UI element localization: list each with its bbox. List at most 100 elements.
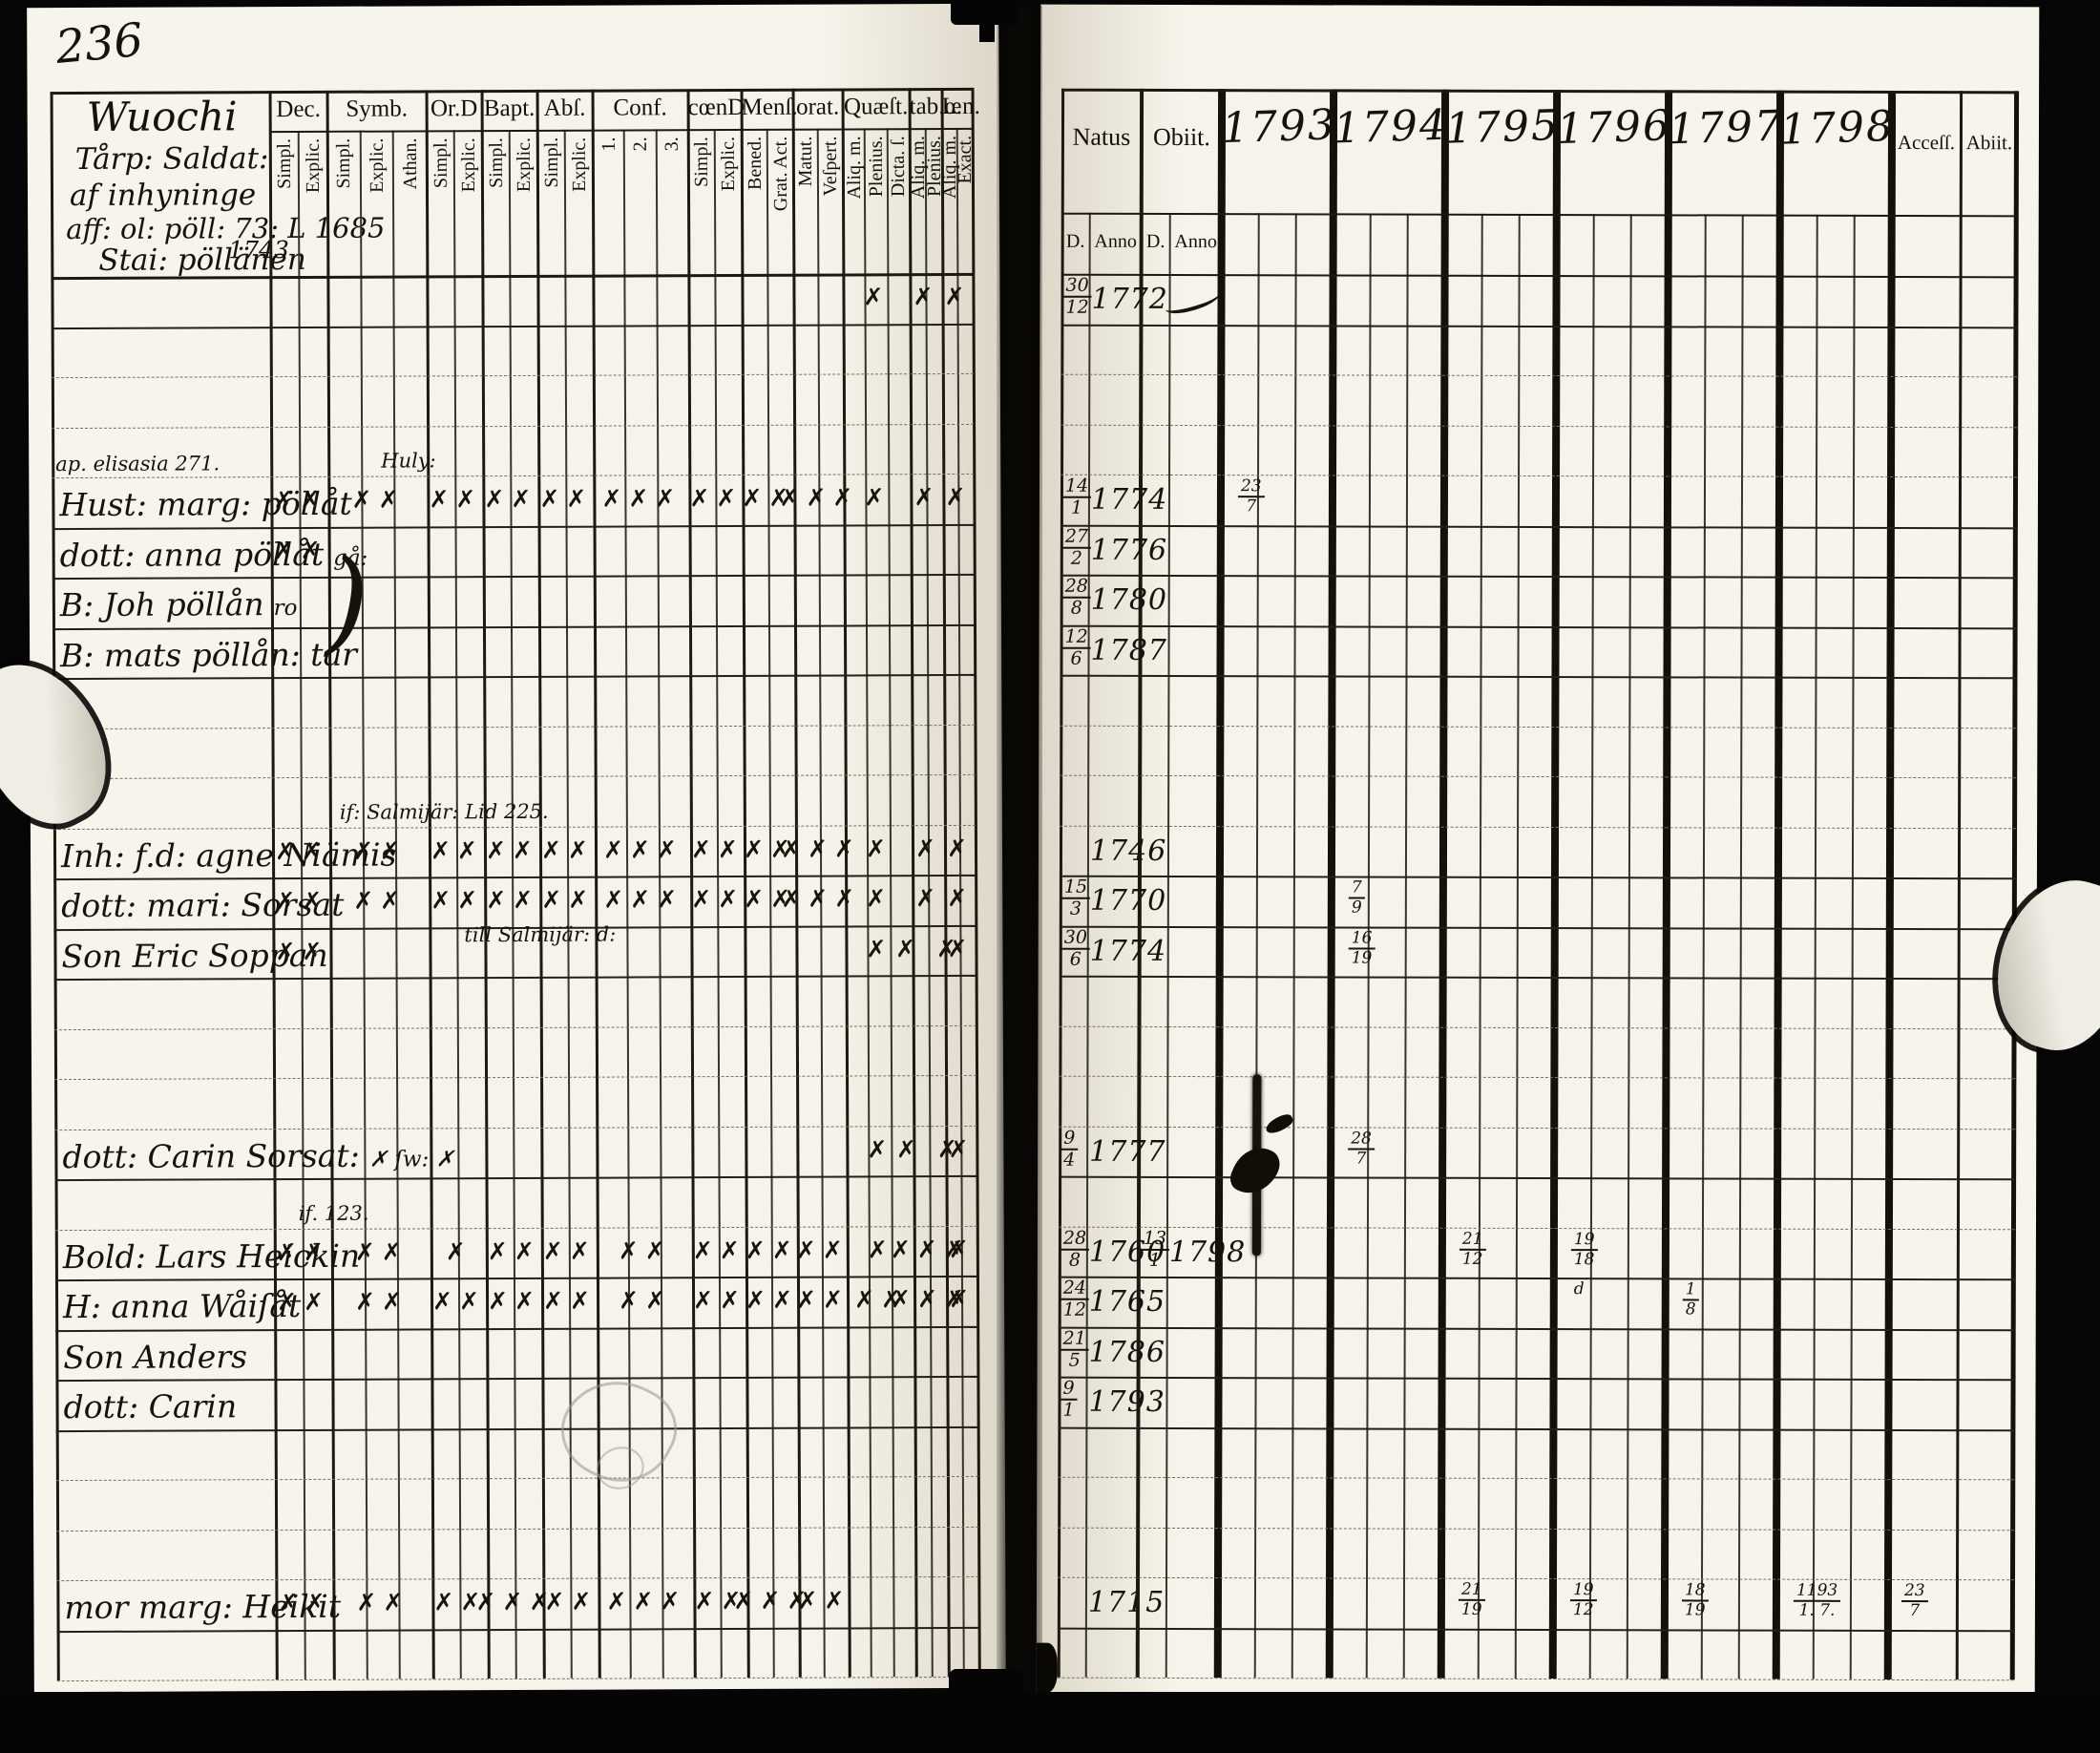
- natus-header: Natus: [1072, 122, 1131, 151]
- column-sub-label: Aliq. m.: [843, 136, 866, 269]
- binding-clamp-top: [979, 0, 995, 42]
- obiit-header: Obiit.: [1152, 122, 1210, 152]
- gutter-shadow: [997, 6, 1042, 1694]
- fraction-numerator: 27: [1061, 525, 1092, 549]
- attendance-marks: ✗✗: [352, 836, 408, 865]
- column-sub-label-text: Plenius.: [865, 136, 888, 198]
- attendance-marks: ✗: [914, 834, 943, 862]
- birth-date-day: 12 6: [1061, 625, 1091, 669]
- fraction-denominator: 3: [1069, 898, 1082, 920]
- column-sub-label: 1.: [593, 137, 625, 270]
- attendance-marks: ✗✗: [355, 1287, 410, 1316]
- attendance-marks: ✗✗: [275, 937, 329, 965]
- name-annotation: if. 123.: [298, 1201, 369, 1225]
- rule-line: [1060, 624, 2017, 629]
- rule-line: [55, 1475, 978, 1482]
- person-name-suffix: ro: [273, 595, 298, 622]
- scan-edge-bottom: [0, 1692, 2100, 1753]
- birth-date-year: 1746: [1089, 834, 1167, 868]
- column-sub-label-text: Explic.: [366, 137, 388, 193]
- attendance-marks: ✗✗: [353, 886, 408, 915]
- fraction-numerator: 30: [1062, 275, 1092, 299]
- year-mark: 18 19: [1681, 1580, 1709, 1620]
- fraction-denominator: 7: [1246, 496, 1257, 517]
- grid-vline: [1737, 214, 1744, 1679]
- attendance-marks: ✗✗: [618, 1236, 672, 1265]
- rule-line: [53, 974, 976, 982]
- attendance-marks: ✗✗: [488, 1286, 542, 1316]
- fraction-numerator: 19: [1570, 1230, 1598, 1251]
- fraction-denominator: 8: [1685, 1299, 1696, 1320]
- attendance-marks: ✗✗: [486, 885, 540, 915]
- column-sub-label: Explic.: [360, 138, 393, 272]
- attendance-marks: ✗✗: [429, 485, 483, 514]
- rule-line: [52, 773, 976, 780]
- fraction-numerator: 7: [1348, 877, 1365, 899]
- attendance-marks: ✗✗: [354, 1236, 409, 1266]
- left-page: 236 Wuochi Tårp: Saldat: af inhyninge af…: [27, 3, 1006, 1693]
- grid-vline: [1548, 90, 1562, 1679]
- year-mark: 21 19: [1458, 1580, 1485, 1619]
- attendance-marks: ✗: [946, 834, 975, 862]
- rule-line: [54, 1125, 977, 1130]
- rule-line: [1058, 1226, 2015, 1230]
- abiit-header: Abiit.: [1965, 131, 2013, 155]
- fraction-denominator: 4: [1063, 1149, 1076, 1171]
- grid-vline: [1477, 213, 1483, 1679]
- column-sub-label-text: Explic.: [513, 137, 535, 193]
- column-sub-label-text: Explic.: [717, 136, 740, 192]
- column-sub-label: 3.: [656, 137, 688, 270]
- column-sub-label: Plenius.: [865, 136, 888, 269]
- rule-line: [1058, 1527, 2015, 1531]
- fraction-denominator: 12: [1062, 1299, 1086, 1321]
- attendance-marks: ✗✗: [693, 1285, 747, 1315]
- grid-vline: [1437, 89, 1450, 1679]
- attendance-marks: ✗✗: [276, 1237, 330, 1266]
- attendance-marks: ✗✗✗: [603, 834, 683, 864]
- rule-line: [55, 1375, 978, 1383]
- attendance-marks: ✗: [866, 934, 893, 962]
- fraction-numerator: 21: [1459, 1229, 1486, 1251]
- fraction-denominator: 2: [1070, 547, 1082, 569]
- column-sub-label-text: Simpl.: [333, 137, 355, 189]
- rule-line: [269, 127, 973, 134]
- grid-vline: [740, 88, 750, 1678]
- death-date-day: 13 1: [1140, 1227, 1170, 1271]
- attendance-marks: ✗✗✗: [781, 884, 862, 913]
- column-sub-label: Simpl.: [427, 137, 455, 271]
- death-date-year: 1798: [1168, 1235, 1247, 1269]
- name-annotation: if: Salmijär: Lid 225.: [339, 799, 549, 824]
- attendance-marks: ✗: [867, 1134, 894, 1163]
- rule-line: [1058, 1476, 2015, 1481]
- fraction-denominator: 1: [1148, 1249, 1162, 1271]
- rule-line: [1061, 88, 2019, 95]
- attendance-marks: ✗✗: [540, 835, 596, 864]
- fraction-denominator: 7: [1909, 1601, 1921, 1621]
- rule-line: [52, 523, 975, 530]
- attendance-marks: ✗: [947, 934, 975, 962]
- attendance-marks: ✗✗: [745, 1236, 799, 1264]
- grid-vline: [841, 88, 851, 1678]
- rule-line: [54, 1275, 977, 1282]
- year-mark: 21 12: [1459, 1229, 1486, 1269]
- attendance-marks: ✗: [913, 283, 940, 311]
- name-annotation: Huly:: [381, 449, 436, 473]
- rule-line: [51, 272, 974, 281]
- fraction-numerator: 21: [1060, 1327, 1089, 1351]
- fraction-numerator: 16: [1348, 928, 1376, 950]
- rule-line: [52, 824, 976, 830]
- column-sub-label-text: Explic.: [302, 137, 325, 194]
- right-ledger-table: Natus Obiit. 1793 1794 1795 1796 1797 1798 Acceſ…: [1057, 88, 2019, 1681]
- attendance-marks: ✗✗: [430, 886, 485, 915]
- attendance-marks: ✗✗: [277, 1287, 331, 1317]
- attendance-marks: ✗✗: [690, 834, 746, 863]
- column-sub-label: Explic.: [510, 137, 538, 271]
- rule-line: [54, 1074, 977, 1081]
- rule-line: [56, 1526, 979, 1531]
- fraction-denominator: 8: [1068, 1249, 1082, 1271]
- fraction-numerator: 28: [1061, 576, 1091, 600]
- fraction-denominator: 9: [1351, 898, 1362, 918]
- fraction-numerator: 14: [1061, 475, 1092, 499]
- attendance-marks: ✗✗: [541, 885, 596, 914]
